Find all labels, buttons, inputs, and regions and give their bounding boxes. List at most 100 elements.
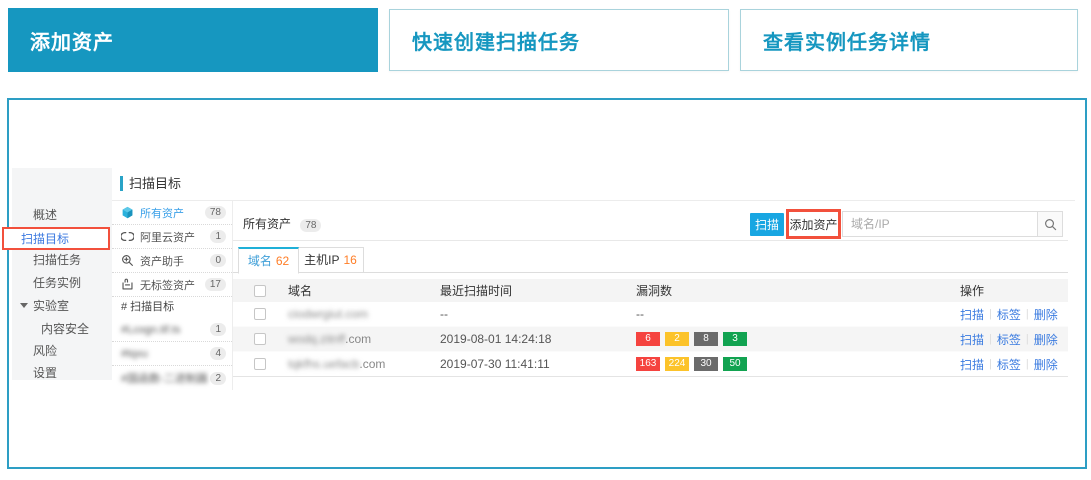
asset-filter-asset-helper[interactable]: 资产助手 0	[112, 249, 232, 273]
sidebar-item-lab[interactable]: 实验室	[12, 296, 112, 316]
scan-time-cell: --	[440, 307, 448, 321]
domain-suffix: .com	[345, 332, 372, 346]
asset-filter-untagged-assets[interactable]: 无标签资产 17	[112, 273, 232, 297]
table-row: tqkfhs.uefacb .com 2019-07-30 11:41:11 16…	[233, 352, 1068, 377]
step-card-create-scan-task[interactable]: 快速创建扫描任务	[389, 9, 729, 71]
actions-cell: 扫描 | 标签 | 删除	[960, 352, 1058, 376]
col-header-vulns: 漏洞数	[636, 284, 673, 298]
asset-count-badge: 17	[204, 278, 226, 291]
asset-count-badge: 0	[210, 254, 226, 267]
actions-cell: 扫描 | 标签 | 删除	[960, 302, 1058, 326]
scan-time-cell: 2019-08-01 14:24:18	[440, 332, 552, 346]
asset-summary-label: 所有资产	[243, 217, 292, 231]
sidebar-item-overview[interactable]: 概述	[33, 208, 58, 222]
scan-time-cell: 2019-07-30 11:41:11	[440, 357, 550, 371]
action-tag-link[interactable]: 标签	[996, 307, 1021, 322]
action-scan-link[interactable]: 扫描	[960, 307, 985, 322]
search-button[interactable]	[1037, 211, 1063, 237]
asset-filter-label: 阿里云资产	[140, 231, 195, 244]
col-header-domain: 域名	[288, 284, 313, 298]
col-header-actions: 操作	[960, 284, 985, 298]
severity-low-badge: 3	[723, 332, 747, 346]
asset-tag-item[interactable]: #国函数-二进制器 2	[112, 366, 232, 390]
asset-count-badge: 4	[210, 347, 226, 360]
col-header-scan-time: 最近扫描时间	[440, 284, 513, 298]
severity-high-badge: 6	[636, 332, 660, 346]
vuln-count-cell: 6 2 8 3	[636, 327, 752, 351]
asset-tag-item[interactable]: #tqxu 4	[112, 342, 232, 366]
tab-count: 62	[275, 254, 290, 268]
row-checkbox[interactable]	[254, 358, 266, 370]
severity-low-badge: 50	[723, 357, 747, 371]
page-title-accent-bar	[120, 176, 123, 191]
sidebar-item-task-instance[interactable]: 任务实例	[33, 276, 82, 290]
asset-type-tabbar: 域名 62 主机IP 16	[233, 247, 1068, 274]
tab-host-ip[interactable]: 主机IP 16	[298, 247, 364, 273]
asset-count-badge: 78	[204, 206, 226, 219]
action-separator: |	[989, 308, 992, 320]
sidebar-item-content-security[interactable]: 内容安全	[41, 322, 90, 336]
domain-suffix: .com	[359, 357, 386, 371]
severity-info-badge: 30	[694, 357, 718, 371]
step-card-add-asset[interactable]: 添加资产	[8, 8, 378, 72]
tab-label: 主机IP	[304, 253, 340, 267]
step-card-view-task-detail[interactable]: 查看实例任务详情	[740, 9, 1078, 71]
tab-count: 16	[343, 253, 357, 267]
row-checkbox[interactable]	[254, 333, 266, 345]
severity-info-badge: 8	[694, 332, 718, 346]
asset-filter-label: 所有资产	[140, 207, 184, 220]
sidebar-item-scan-task[interactable]: 扫描任务	[33, 253, 82, 267]
action-scan-link[interactable]: 扫描	[960, 332, 985, 347]
add-asset-button-annotated[interactable]: 添加资产	[786, 209, 841, 239]
search-icon	[1044, 218, 1056, 230]
page-title: 扫描目标	[129, 176, 182, 191]
asset-summary: 所有资产 78	[243, 213, 322, 235]
asset-table: 域名 最近扫描时间 漏洞数 操作 ciodwrgiut.com -- -- 扫描…	[233, 279, 1068, 377]
severity-medium-badge: 224	[665, 357, 689, 371]
asset-filter-label: 无标签资产	[140, 279, 195, 292]
domain-masked-text: ciodwrgiut.com	[288, 307, 369, 321]
asset-tag-item[interactable]: #Lcogn.tif.ts 1	[112, 318, 232, 342]
vuln-count-cell: --	[636, 307, 644, 321]
cloud-icon	[120, 230, 135, 243]
table-row: wodq.zitnff .com 2019-08-01 14:24:18 6 2 …	[233, 327, 1068, 352]
sidebar-item-label: 实验室	[33, 299, 70, 313]
sidebar-item-risk[interactable]: 风险	[33, 344, 58, 358]
select-all-checkbox[interactable]	[254, 284, 266, 297]
main-sidebar: 概述 扫描任务 任务实例 实验室 内容安全 风险 设置	[12, 168, 112, 380]
search-box	[842, 211, 1063, 237]
domain-masked-text: tqkfhs.uefacb	[288, 357, 360, 371]
action-tag-link[interactable]: 标签	[996, 357, 1021, 372]
table-row: ciodwrgiut.com -- -- 扫描 | 标签 | 删除	[233, 302, 1068, 327]
cube-icon	[121, 206, 134, 219]
action-delete-link[interactable]: 删除	[1033, 307, 1058, 322]
asset-tag-group-label: # 扫描目标	[121, 301, 175, 313]
tab-domain[interactable]: 域名 62	[238, 247, 299, 274]
domain-masked-text: wodq.zitnff	[288, 332, 346, 346]
search-input[interactable]	[842, 211, 1037, 237]
vuln-count-cell: 163 224 30 50	[636, 352, 752, 376]
asset-filter-all-assets[interactable]: 所有资产 78	[112, 201, 232, 225]
severity-medium-badge: 2	[665, 332, 689, 346]
sidebar-item-scan-target-annotated[interactable]: 扫描目标	[2, 227, 110, 250]
search-plus-icon	[121, 254, 134, 267]
sidebar-item-settings[interactable]: 设置	[33, 366, 58, 380]
action-separator: |	[989, 358, 992, 370]
table-header-row: 域名 最近扫描时间 漏洞数 操作	[233, 279, 1068, 302]
action-delete-link[interactable]: 删除	[1033, 357, 1058, 372]
asset-filter-label: 资产助手	[140, 255, 184, 268]
tab-label: 域名	[247, 254, 272, 268]
action-scan-link[interactable]: 扫描	[960, 357, 985, 372]
add-asset-button-label: 添加资产	[789, 217, 838, 232]
action-delete-link[interactable]: 删除	[1033, 332, 1058, 347]
severity-high-badge: 163	[636, 357, 660, 371]
tag-icon	[121, 278, 134, 291]
asset-filter-aliyun-assets[interactable]: 阿里云资产 1	[112, 225, 232, 249]
asset-summary-count-badge: 78	[300, 219, 322, 232]
action-tag-link[interactable]: 标签	[996, 332, 1021, 347]
asset-tag-masked-label: #国函数-二进制器	[121, 373, 208, 385]
asset-filter-panel: 所有资产 78 阿里云资产 1 资产助手 0 无标签资产 17 # 扫描目标	[112, 201, 233, 390]
scan-button[interactable]: 扫描	[750, 213, 784, 236]
row-checkbox[interactable]	[254, 308, 266, 320]
